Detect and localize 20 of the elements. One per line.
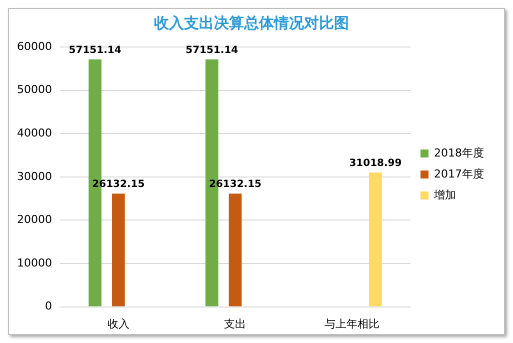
y-tick-label: 50000 xyxy=(16,83,52,96)
bar xyxy=(369,172,382,306)
y-tick-label: 10000 xyxy=(16,256,52,270)
data-label: 31018.99 xyxy=(349,158,402,170)
legend-label: 2018年度 xyxy=(434,146,484,160)
x-tick-label: 支出 xyxy=(224,317,246,330)
y-tick-label: 30000 xyxy=(16,170,52,183)
legend-label: 增加 xyxy=(433,188,456,202)
bar xyxy=(112,194,125,306)
y-tick-label: 40000 xyxy=(16,126,52,140)
data-label: 57151.14 xyxy=(186,44,238,56)
chart-title: 收入支出决算总体情况对比图 xyxy=(154,14,349,32)
data-label: 57151.14 xyxy=(68,44,122,56)
x-tick-label: 收入 xyxy=(107,317,130,330)
bar xyxy=(228,194,242,306)
y-tick-label: 0 xyxy=(44,300,52,313)
y-tick-label: 60000 xyxy=(16,40,52,53)
y-tick-label: 20000 xyxy=(16,213,52,226)
x-tick-label: 与上年相比 xyxy=(324,317,380,330)
legend-label: 2017年度 xyxy=(434,167,484,180)
